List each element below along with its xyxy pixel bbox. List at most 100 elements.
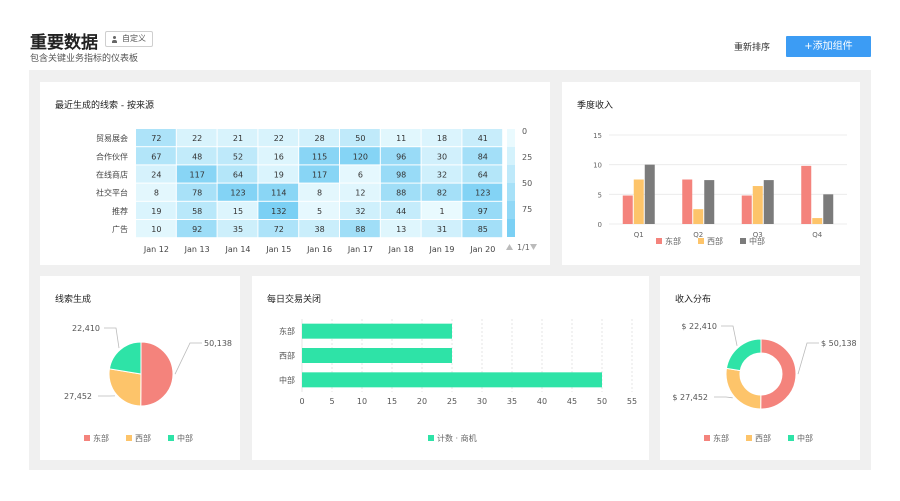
dashboard-header: 重要数据 自定义 包含关键业务指标的仪表板 重新排序 +添加组件 [0, 0, 900, 70]
legend-gradient-step [507, 147, 515, 165]
legend-tick: 50 [522, 179, 532, 188]
cell-value: 84 [478, 152, 488, 161]
customize-button[interactable]: 自定义 [105, 31, 153, 47]
legend-swatch [428, 435, 434, 441]
revenue-distribution-card: 收入分布 $ 50,138 $ 27,452 $ 22,410 东部 西部 中部 [660, 276, 860, 460]
card-title: 线索生成 [55, 295, 92, 305]
heatmap-cell [421, 183, 462, 201]
card-title: 收入分布 [675, 295, 712, 305]
leader-line [104, 327, 120, 349]
column-label: Jan 14 [224, 245, 250, 254]
cell-value: 11 [396, 134, 406, 143]
page-down-icon [530, 244, 537, 250]
heatmap-cell [217, 147, 258, 165]
page-title: 重要数据 [30, 33, 98, 53]
x-tick-label: 0 [299, 397, 304, 406]
y-tick-label: 西部 [279, 351, 295, 361]
cell-value: 21 [233, 134, 243, 143]
legend-label: 东部 [713, 433, 729, 443]
heatmap-cell [217, 165, 258, 183]
legend-label: 中部 [797, 433, 813, 443]
heatmap-cell [421, 147, 462, 165]
heatmap-cell [421, 201, 462, 219]
row-label: 社交平台 [96, 188, 128, 198]
lead-generation-card: 线索生成 50,138 27,452 22,410 东部 西部 中部 [40, 276, 240, 460]
pie-slice [140, 341, 174, 407]
cell-value: 117 [190, 171, 205, 180]
leads-by-source-card: 最近生成的线索 - 按来源 贸易展会 合作伙伴 在线商店 社交平台 推荐 广告 Jan 12… [40, 82, 550, 265]
x-tick-label: 10 [357, 397, 367, 406]
cell-value: 19 [151, 207, 161, 216]
cell-value: 31 [437, 225, 447, 234]
row-label: 推荐 [112, 206, 128, 216]
cell-value: 28 [315, 134, 325, 143]
heatmap-cell [258, 201, 299, 219]
heatmap-cell [176, 165, 217, 183]
cell-value: 98 [396, 171, 406, 180]
cell-value: 32 [355, 207, 365, 216]
heatmap-cell [176, 220, 217, 238]
cell-value: 114 [271, 189, 286, 198]
pie-slice [760, 338, 797, 410]
heatmap-cell [217, 220, 258, 238]
cell-value: 64 [478, 171, 488, 180]
reorder-button[interactable]: 重新排序 [734, 43, 771, 53]
quarterly-revenue-card: 季度收入 0 5 10 15 Q1 Q2 Q3 Q4 东部 西部 中部 [562, 82, 860, 265]
legend-label: 西部 [755, 433, 771, 443]
column-label: Jan 20 [469, 245, 495, 254]
cell-value: 97 [478, 207, 488, 216]
x-tick-label: 5 [329, 397, 334, 406]
heatmap-cell [258, 147, 299, 165]
heatmap-cell [299, 183, 339, 201]
legend-swatch [788, 435, 794, 441]
heatmap-cell [299, 201, 339, 219]
legend-gradient-step [507, 183, 515, 201]
heatmap-cell [258, 129, 299, 147]
heatmap-cell [176, 183, 217, 201]
legend-label: 中部 [749, 236, 765, 246]
add-widget-button[interactable]: +添加组件 [786, 36, 871, 57]
bar [302, 372, 602, 388]
legend-gradient-step [507, 201, 515, 219]
cell-value: 64 [233, 171, 243, 180]
y-tick-label: 10 [593, 162, 602, 170]
slice-value-label: 50,138 [204, 339, 232, 348]
heatmap-cell [136, 201, 176, 219]
row-label: 在线商店 [96, 170, 128, 180]
legend-swatch [84, 435, 90, 441]
row-label: 合作伙伴 [96, 151, 128, 161]
bar [704, 180, 715, 224]
x-tick-label: Q1 [634, 231, 644, 239]
y-tick-label: 15 [593, 132, 602, 140]
heatmap-cell [136, 147, 176, 165]
heatmap-cell [258, 165, 299, 183]
quarterly-revenue-chart: 0 5 10 15 Q1 Q2 Q3 Q4 东部 西部 中部 [593, 132, 847, 246]
cell-value: 78 [192, 189, 202, 198]
cell-value: 52 [233, 152, 243, 161]
bar [682, 179, 693, 224]
cell-value: 12 [355, 189, 365, 198]
row-label: 广告 [112, 224, 128, 234]
pager-text: 1/1 [517, 243, 530, 252]
bar [622, 195, 633, 224]
heatmap-cell [421, 165, 462, 183]
cell-value: 22 [192, 134, 202, 143]
legend-swatch [656, 238, 662, 244]
heatmap-cell [380, 129, 421, 147]
cell-value: 72 [274, 225, 284, 234]
legend-gradient-step [507, 219, 515, 237]
heatmap-cell [136, 220, 176, 238]
legend-swatch [746, 435, 752, 441]
legend-label: 东部 [665, 236, 681, 246]
x-tick-label: Q2 [693, 231, 703, 239]
heatmap-cell [462, 165, 503, 183]
x-tick-label: Q4 [812, 231, 823, 239]
cell-value: 123 [230, 189, 245, 198]
legend-label: 计数 · 商机 [437, 433, 477, 443]
page-up-icon [506, 244, 513, 250]
y-tick-label: 中部 [279, 375, 295, 385]
cell-value: 50 [355, 134, 365, 143]
legend-gradient-step [507, 165, 515, 183]
cell-value: 18 [437, 134, 447, 143]
